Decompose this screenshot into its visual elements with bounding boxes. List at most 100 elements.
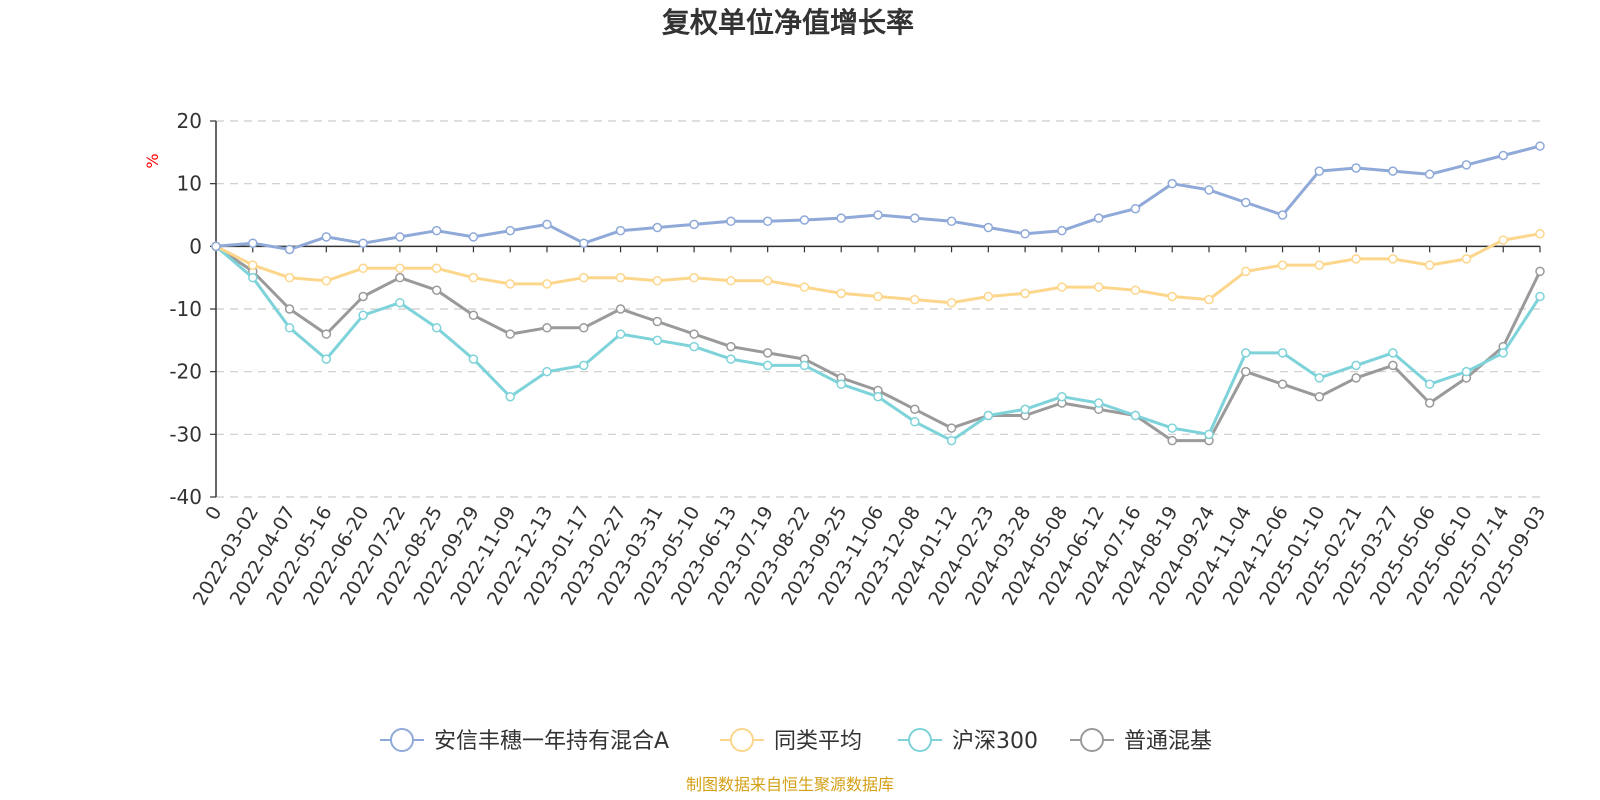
data-point bbox=[1093, 398, 1104, 408]
data-point bbox=[1204, 429, 1214, 440]
data-point bbox=[1314, 260, 1325, 270]
legend-marker bbox=[1080, 728, 1104, 752]
data-point bbox=[873, 391, 883, 402]
data-point bbox=[1461, 366, 1472, 377]
data-point bbox=[1130, 410, 1141, 421]
data-point bbox=[1424, 260, 1435, 270]
data-point bbox=[431, 285, 442, 295]
legend-item-2[interactable]: 沪深300 bbox=[898, 728, 1038, 754]
data-point bbox=[873, 291, 883, 302]
data-point bbox=[468, 272, 479, 283]
data-point bbox=[1535, 141, 1545, 151]
data-point bbox=[1277, 210, 1288, 220]
legend-item-0[interactable]: 安信丰穗一年持有混合A bbox=[380, 728, 669, 754]
data-point bbox=[1093, 213, 1104, 223]
data-point bbox=[1314, 391, 1325, 402]
data-point bbox=[1167, 178, 1177, 189]
data-point bbox=[1167, 423, 1177, 433]
data-point bbox=[1388, 254, 1398, 264]
data-point bbox=[910, 213, 920, 223]
data-point bbox=[1388, 166, 1398, 176]
data-point bbox=[1057, 391, 1067, 402]
data-point bbox=[1424, 379, 1435, 389]
data-point bbox=[1498, 235, 1508, 245]
data-point bbox=[836, 379, 846, 389]
data-point bbox=[358, 238, 368, 248]
data-point bbox=[1351, 373, 1361, 383]
data-point bbox=[321, 276, 332, 286]
data-point bbox=[1351, 254, 1361, 264]
data-point bbox=[652, 222, 663, 233]
data-point bbox=[762, 348, 773, 358]
data-point bbox=[1314, 373, 1325, 383]
y-tick-label: 0 bbox=[189, 234, 202, 258]
data-point bbox=[1020, 229, 1030, 239]
data-point bbox=[689, 329, 699, 339]
data-point bbox=[689, 341, 699, 352]
data-point bbox=[726, 354, 736, 364]
data-point bbox=[211, 241, 221, 252]
y-tick-label: 10 bbox=[177, 172, 202, 196]
y-tick-label: -10 bbox=[169, 297, 202, 321]
data-point bbox=[1461, 254, 1472, 264]
legend-marker bbox=[390, 728, 414, 752]
data-point bbox=[615, 304, 626, 314]
data-point bbox=[1498, 348, 1508, 358]
data-point bbox=[542, 366, 552, 377]
x-tick-label: 0 bbox=[201, 503, 226, 524]
data-point bbox=[836, 288, 846, 299]
data-point bbox=[726, 276, 736, 286]
data-point bbox=[799, 215, 810, 225]
data-point bbox=[1535, 229, 1545, 239]
data-point bbox=[505, 329, 515, 339]
series-1 bbox=[211, 229, 1545, 308]
data-point bbox=[579, 360, 589, 371]
y-tick-label: -20 bbox=[169, 360, 202, 384]
data-point bbox=[689, 272, 699, 283]
data-point bbox=[726, 216, 736, 227]
data-point bbox=[652, 276, 663, 286]
data-point bbox=[615, 272, 626, 283]
data-point bbox=[910, 294, 920, 305]
data-point bbox=[505, 391, 515, 402]
data-point bbox=[395, 232, 405, 242]
legend-label: 沪深300 bbox=[952, 729, 1038, 754]
legend-item-3[interactable]: 普通混基 bbox=[1070, 728, 1212, 754]
grid-lines bbox=[216, 120, 1540, 498]
data-point bbox=[321, 232, 332, 242]
data-point bbox=[1093, 282, 1104, 292]
data-point bbox=[615, 225, 626, 236]
data-point bbox=[983, 222, 994, 233]
data-point bbox=[1277, 348, 1288, 358]
source-note: 制图数据来自恒生聚源数据库 bbox=[686, 775, 894, 794]
series-2 bbox=[211, 241, 1545, 446]
data-point bbox=[799, 282, 810, 292]
chart-title: 复权单位净值增长率 bbox=[662, 6, 914, 39]
data-point bbox=[1424, 169, 1435, 180]
data-point bbox=[358, 263, 368, 274]
x-axis: 02022-03-022022-04-072022-05-162022-06-2… bbox=[189, 245, 1550, 609]
y-axis: 20 10 0 -10 -20 -30 -40 bbox=[169, 109, 217, 509]
data-point bbox=[762, 276, 773, 286]
data-point bbox=[248, 272, 258, 283]
data-point bbox=[1498, 150, 1508, 161]
data-point bbox=[395, 272, 405, 283]
legend-item-1[interactable]: 同类平均 bbox=[720, 728, 862, 754]
legend-label: 同类平均 bbox=[774, 729, 862, 754]
data-point bbox=[836, 213, 846, 223]
data-point bbox=[910, 404, 920, 415]
data-point bbox=[1057, 225, 1067, 236]
data-point bbox=[1277, 379, 1288, 389]
data-point bbox=[284, 304, 295, 314]
data-point bbox=[762, 216, 773, 227]
data-point bbox=[468, 310, 479, 321]
data-point bbox=[579, 323, 589, 333]
data-point bbox=[1020, 288, 1030, 299]
data-point bbox=[1241, 348, 1251, 358]
data-point bbox=[1167, 435, 1177, 446]
data-point bbox=[1535, 266, 1545, 277]
legend-marker bbox=[730, 728, 754, 752]
series-line bbox=[215, 144, 1541, 251]
data-point bbox=[505, 225, 515, 236]
legend[interactable]: 安信丰穗一年持有混合A 同类平均 沪深300 普通混基 bbox=[380, 728, 1212, 754]
